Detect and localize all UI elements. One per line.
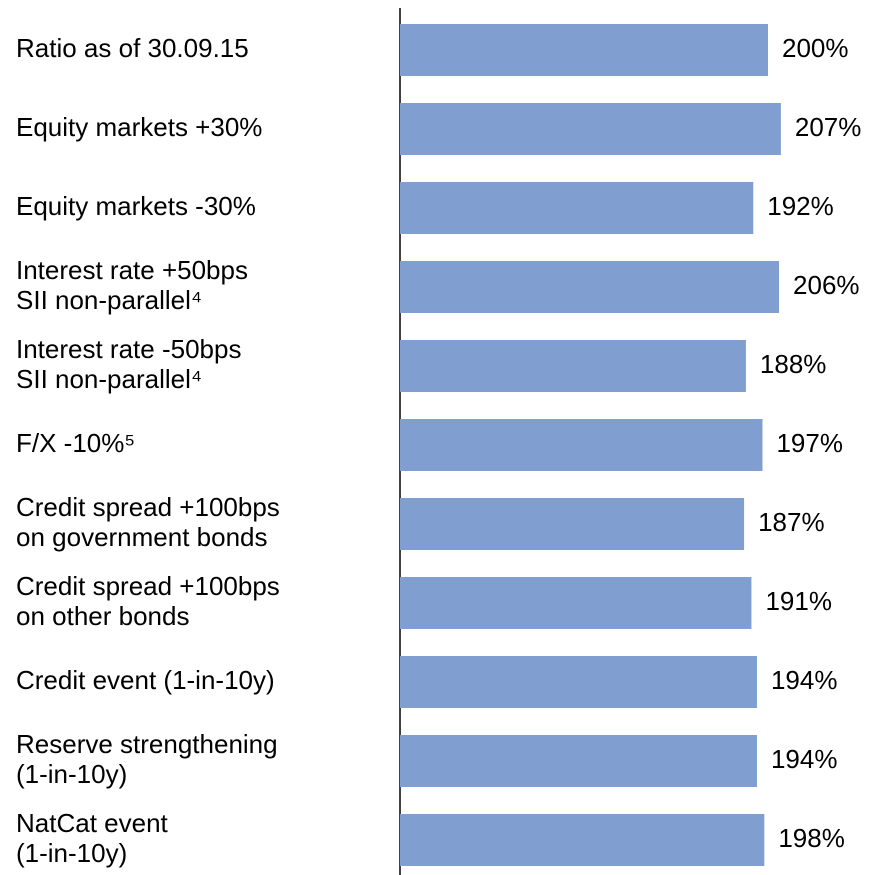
category-label: Credit spread +100bps on other bonds: [16, 571, 280, 631]
category-line: Credit event (1-in-10y): [16, 665, 275, 695]
bar: [400, 340, 746, 392]
category-label: NatCat event (1-in-10y): [16, 808, 169, 868]
value-label: 200%: [782, 33, 849, 63]
category-line: on other bonds: [16, 601, 189, 631]
category-line: on government bonds: [16, 522, 268, 552]
value-label: 197%: [776, 428, 843, 458]
category-line: (1-in-10y): [16, 759, 127, 789]
bar: [400, 656, 757, 708]
value-label: 194%: [771, 744, 838, 774]
category-label: Credit spread +100bps on government bonds: [16, 492, 280, 552]
category-line: Credit spread +100bps: [16, 571, 280, 601]
value-label: 206%: [793, 270, 860, 300]
category-line: Credit spread +100bps: [16, 492, 280, 522]
bar: [400, 182, 754, 234]
category-line: Equity markets -30%: [16, 191, 256, 221]
category-label: Reserve strengthening (1-in-10y): [16, 729, 278, 789]
category-line: Interest rate +50bps: [16, 255, 248, 285]
value-label: 207%: [795, 112, 862, 142]
bar: [400, 261, 780, 313]
category-line: (1-in-10y): [16, 838, 127, 868]
bar: [400, 419, 763, 471]
category-line: NatCat event: [16, 808, 169, 838]
category-line: Reserve strengthening: [16, 729, 278, 759]
category-line: Interest rate -50bps: [16, 334, 241, 364]
category-label: Equity markets +30%: [16, 112, 262, 142]
bar: [400, 577, 752, 629]
category-line: Ratio as of 30.09.15: [16, 33, 249, 63]
bar: [400, 103, 781, 155]
category-line: F/X -10%⁵: [16, 428, 135, 458]
bar: [400, 498, 745, 550]
value-label: 198%: [778, 823, 845, 853]
value-label: 187%: [758, 507, 825, 537]
category-label: Equity markets -30%: [16, 191, 256, 221]
value-label: 192%: [767, 191, 834, 221]
category-label: Credit event (1-in-10y): [16, 665, 275, 695]
category-label: F/X -10%⁵: [16, 428, 135, 458]
value-label: 188%: [760, 349, 827, 379]
category-line: Equity markets +30%: [16, 112, 262, 142]
category-line: SII non-parallel⁴: [16, 285, 202, 315]
category-label: Interest rate -50bps SII non-parallel⁴: [16, 334, 241, 394]
category-label: Interest rate +50bps SII non-parallel⁴: [16, 255, 248, 315]
bar: [400, 814, 765, 866]
value-label: 191%: [765, 586, 832, 616]
value-label: 194%: [771, 665, 838, 695]
bar: [400, 735, 757, 787]
bar: [400, 24, 768, 76]
category-line: SII non-parallel⁴: [16, 364, 202, 394]
category-label: Ratio as of 30.09.15: [16, 33, 249, 63]
